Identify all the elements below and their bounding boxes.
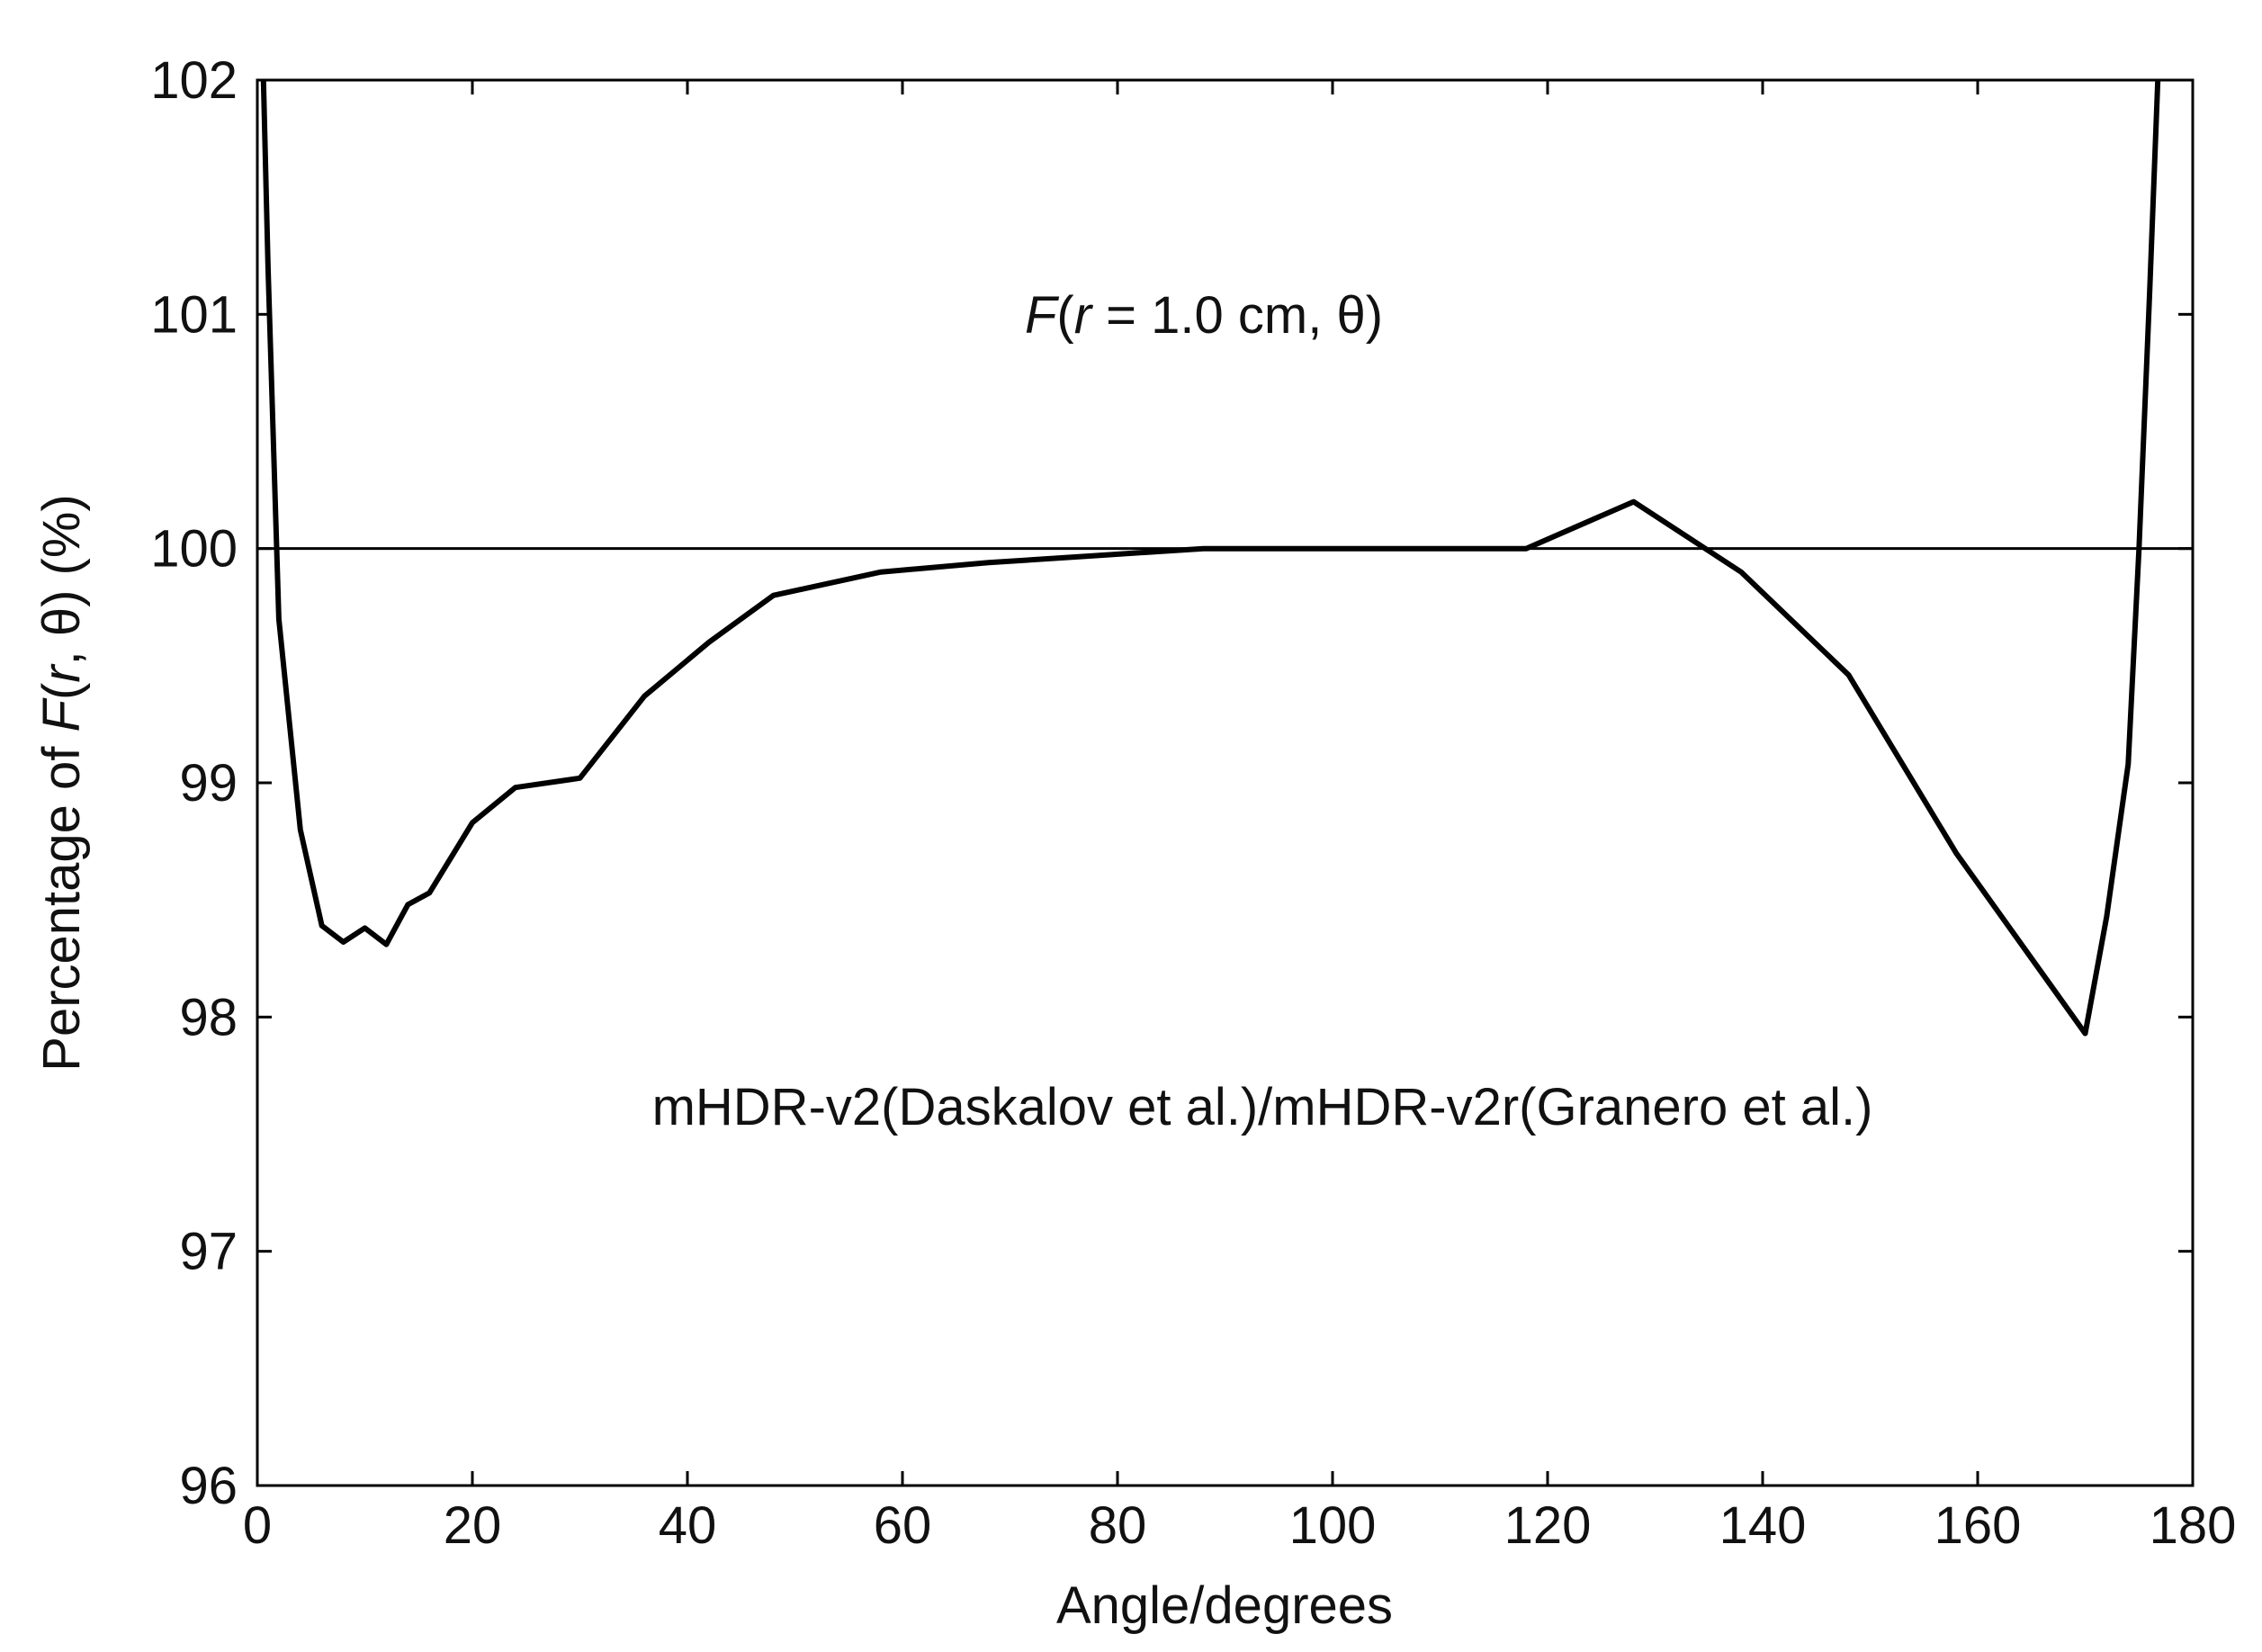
annotation-bottom: mHDR-v2(Daskalov et al.)/mHDR-v2r(Graner… — [652, 1078, 1873, 1136]
y-axis-title: Percentage of F(r, θ) (%) — [32, 494, 91, 1071]
y-axis-title-f: F — [32, 696, 91, 732]
y-axis-title-rest: , θ) (%) — [32, 494, 91, 665]
x-tick-label: 140 — [1719, 1496, 1807, 1555]
y-tick-label: 96 — [179, 1457, 238, 1515]
x-tick-label: 80 — [1089, 1496, 1147, 1555]
annotation-top-r: r — [1074, 286, 1094, 345]
annotation-top-rest: = 1.0 cm, θ) — [1091, 286, 1383, 345]
x-tick-label: 100 — [1289, 1496, 1377, 1555]
annotation-top-f: F — [1025, 286, 1060, 345]
y-axis-title-pre: Percentage of — [32, 732, 91, 1071]
x-tick-label: 60 — [874, 1496, 932, 1555]
y-tick-labels: 96 97 98 99 100 101 102 — [150, 51, 238, 1515]
y-tick-label: 99 — [179, 754, 238, 813]
x-tick-label: 40 — [659, 1496, 717, 1555]
y-tick-label: 101 — [150, 285, 238, 344]
x-axis-title: Angle/degrees — [1056, 1576, 1393, 1635]
annotation-top: F(r = 1.0 cm, θ) — [1025, 286, 1383, 345]
x-tick-label: 160 — [1934, 1496, 2022, 1555]
x-tick-label: 20 — [444, 1496, 502, 1555]
y-tick-label: 100 — [150, 520, 238, 579]
y-axis-title-r: r — [32, 663, 91, 683]
x-tick-labels: 0 20 40 60 80 100 120 140 160 180 — [243, 1496, 2237, 1555]
annotation-top-open: ( — [1056, 286, 1073, 345]
series-line — [260, 80, 2161, 1037]
y-tick-label: 97 — [179, 1223, 238, 1281]
y-tick-label: 102 — [150, 51, 238, 110]
plot-frame — [256, 78, 2195, 1487]
y-axis-title-open: ( — [32, 683, 91, 700]
y-tick-label: 98 — [179, 988, 238, 1046]
x-tick-label: 120 — [1504, 1496, 1592, 1555]
x-tick-label: 0 — [243, 1496, 272, 1555]
x-tick-label: 180 — [2150, 1496, 2237, 1555]
